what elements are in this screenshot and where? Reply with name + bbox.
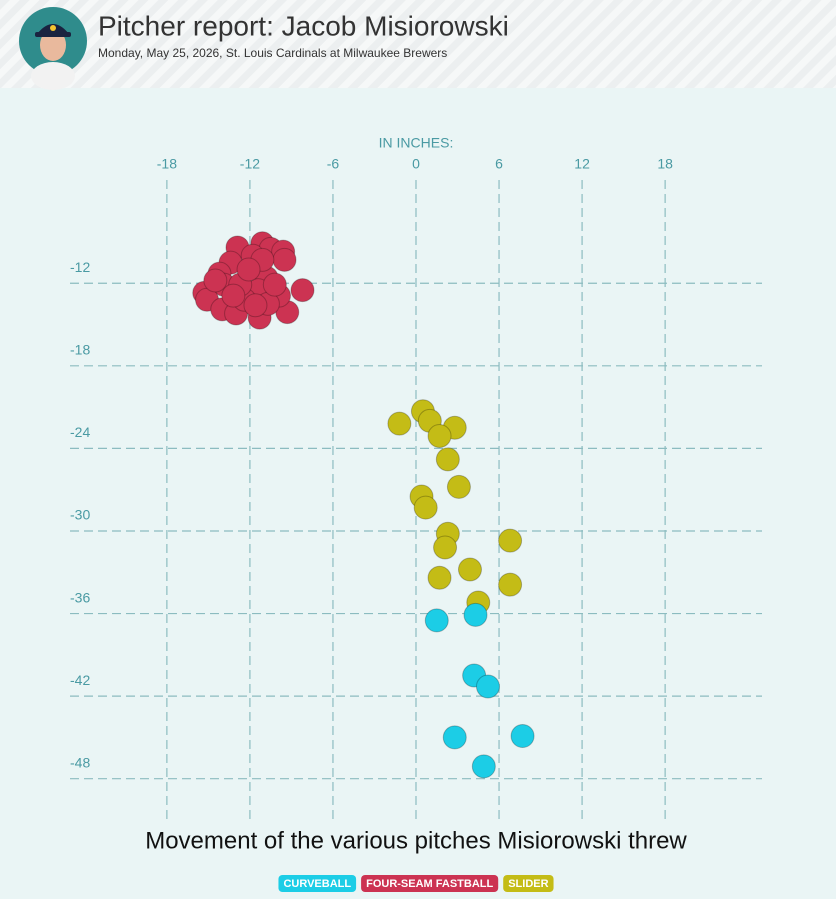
chart-title: Movement of the various pitches Misiorow…: [145, 827, 687, 854]
avatar: [19, 7, 87, 90]
point: [457, 557, 482, 582]
point: [463, 602, 488, 627]
legend-item: CURVEBALL: [278, 875, 357, 892]
x-tick-label: 12: [574, 156, 590, 172]
x-tick-label: -12: [240, 156, 260, 172]
point: [221, 283, 246, 308]
y-tick-label: -42: [70, 672, 90, 688]
point: [413, 495, 438, 520]
x-tick-label: 18: [657, 156, 673, 172]
point: [203, 268, 228, 293]
x-tick-label: -18: [157, 156, 177, 172]
y-tick-label: -24: [70, 424, 90, 440]
legend-swatch: [503, 875, 554, 892]
point: [498, 572, 523, 597]
legend-item: FOUR-SEAM FASTBALL: [361, 875, 499, 892]
page-title: Pitcher report: Jacob Misiorowski: [98, 10, 509, 41]
point: [243, 293, 268, 318]
legend-swatch: [278, 875, 357, 892]
point: [424, 608, 449, 633]
legend-label: SLIDER: [508, 878, 548, 890]
y-tick-label: -18: [70, 342, 90, 358]
legend: CURVEBALL FOUR-SEAM FASTBALL SLIDER: [278, 875, 554, 892]
point: [272, 247, 297, 272]
point: [433, 535, 458, 560]
y-tick-label: -12: [70, 259, 90, 275]
point: [427, 565, 452, 590]
point: [427, 424, 452, 448]
point: [471, 754, 496, 779]
x-tick-label: -6: [327, 156, 340, 172]
point: [435, 447, 460, 472]
legend-label: CURVEBALL: [283, 878, 351, 890]
point: [446, 474, 471, 499]
point: [387, 411, 412, 436]
y-tick-label: -30: [70, 507, 90, 523]
point: [475, 674, 500, 699]
point: [290, 278, 315, 303]
point: [262, 272, 287, 297]
legend-label: FOUR-SEAM FASTBALL: [366, 878, 493, 890]
point: [442, 725, 467, 750]
y-tick-label: -48: [70, 754, 90, 770]
axis-label: IN INCHES:: [379, 135, 454, 151]
x-tick-label: 0: [412, 156, 420, 172]
page-subtitle: Monday, May 25, 2026, St. Louis Cardinal…: [98, 46, 447, 60]
y-tick-label: -36: [70, 589, 90, 605]
header-background: [0, 0, 836, 88]
point: [510, 724, 535, 749]
x-tick-label: 6: [495, 156, 503, 172]
point: [236, 257, 261, 282]
legend-item: SLIDER: [503, 875, 554, 892]
legend-swatch: [361, 875, 499, 892]
point: [498, 528, 523, 553]
